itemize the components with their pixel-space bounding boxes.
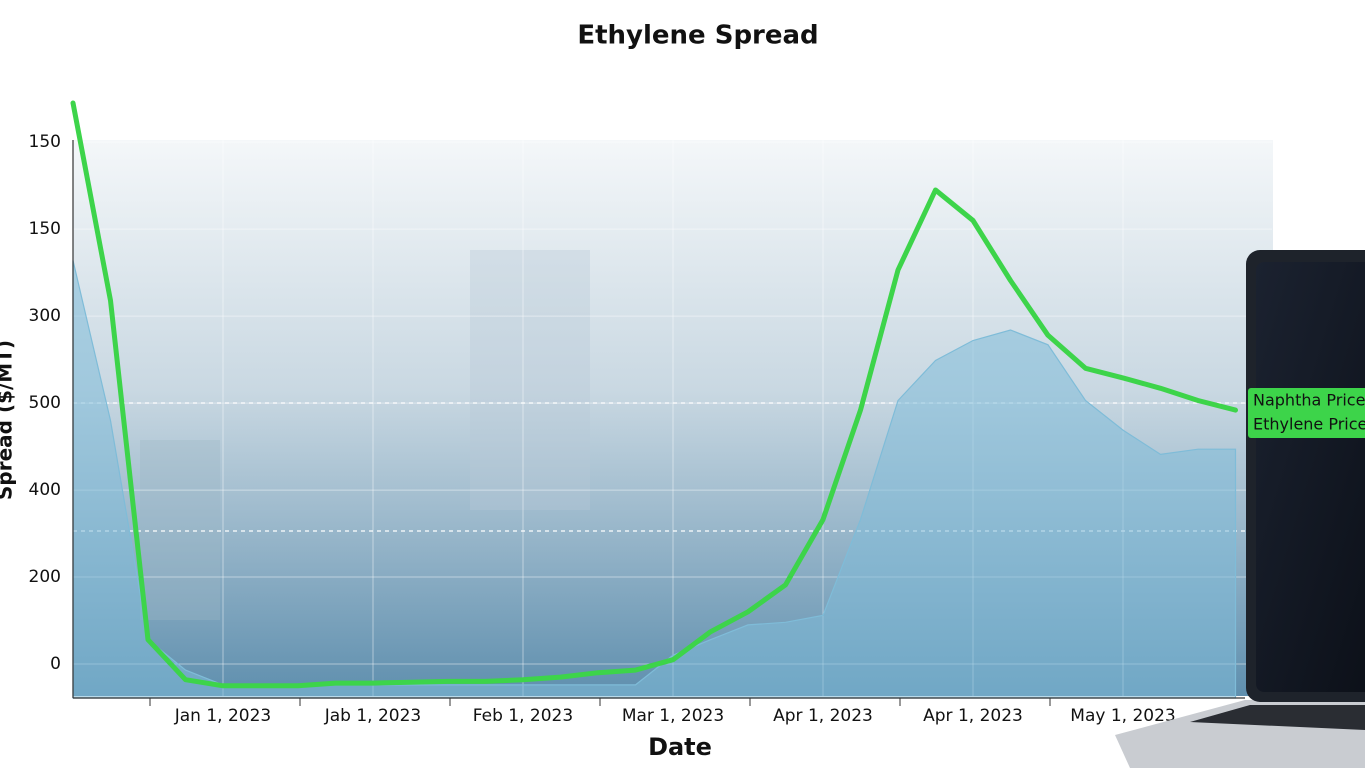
y-tick-label: 150 bbox=[29, 219, 61, 239]
series-line bbox=[70, 100, 1238, 689]
y-tick-label: 400 bbox=[29, 480, 61, 500]
backdrop-shape bbox=[140, 440, 220, 620]
y-tick-label: 500 bbox=[29, 393, 61, 413]
x-tick-label: Apr 1, 2023 bbox=[923, 706, 1023, 726]
x-tick-label: Feb 1, 2023 bbox=[473, 706, 573, 726]
x-axis-label: Date bbox=[648, 733, 712, 761]
y-tick-label: 0 bbox=[50, 654, 61, 674]
legend: Naphtha Price Ethylene Price bbox=[1248, 388, 1365, 438]
legend-box bbox=[1248, 388, 1365, 438]
x-tick-label: Jab 1, 2023 bbox=[324, 706, 422, 726]
chart-title: Ethylene Spread bbox=[577, 21, 818, 51]
y-tick-label: 200 bbox=[29, 567, 61, 587]
laptop-screen bbox=[1256, 262, 1365, 692]
legend-label: Naphtha Price bbox=[1253, 391, 1365, 410]
y-tick-label: 150 bbox=[29, 132, 61, 152]
y-axis-label: Spread ($/MT) bbox=[0, 340, 17, 500]
laptop-keyboard bbox=[1190, 705, 1365, 730]
backdrop-shape bbox=[470, 250, 590, 510]
x-tick-label: Apr 1, 2023 bbox=[773, 706, 873, 726]
y-tick-label: 300 bbox=[29, 306, 61, 326]
x-tick-label: Jan 1, 2023 bbox=[174, 706, 272, 726]
legend-label: Ethylene Price bbox=[1253, 415, 1365, 434]
laptop bbox=[1115, 250, 1365, 768]
x-tick-label: May 1, 2023 bbox=[1070, 706, 1175, 726]
x-tick-label: Mar 1, 2023 bbox=[622, 706, 724, 726]
